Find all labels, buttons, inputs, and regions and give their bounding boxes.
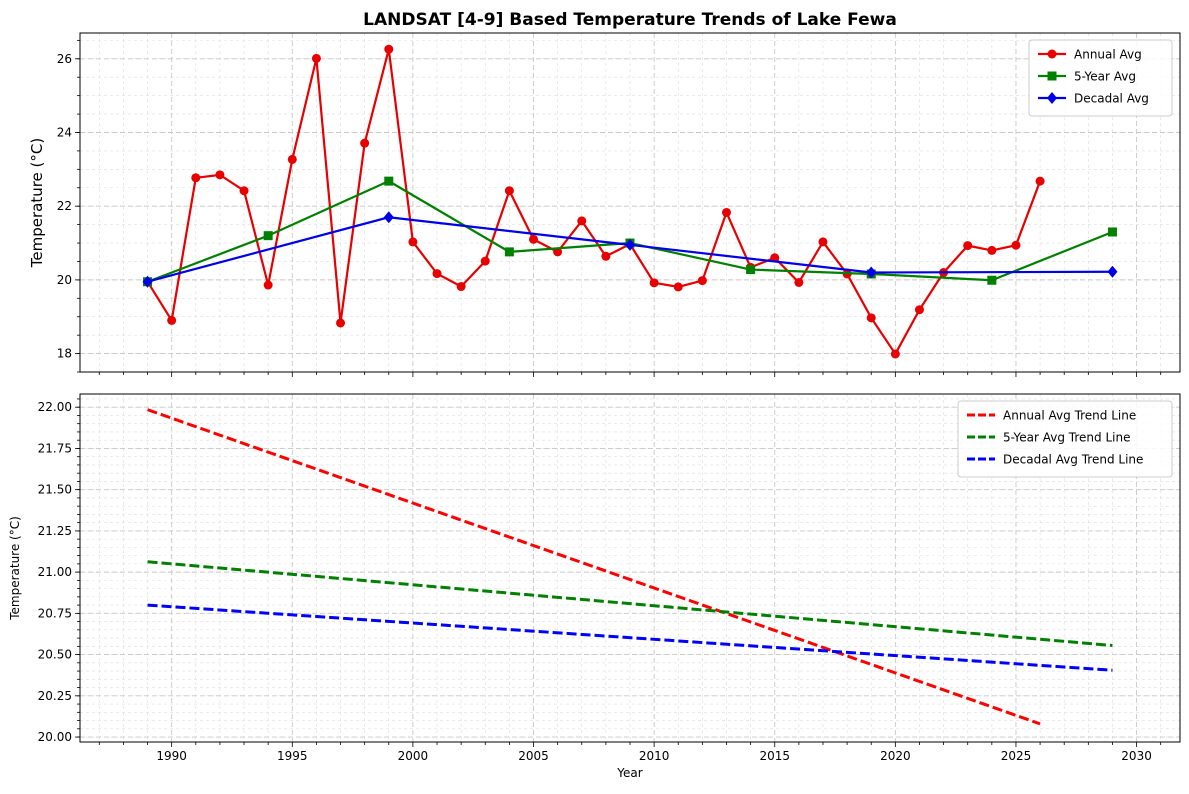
legend-marker [1047, 49, 1057, 59]
y-tick-label: 20.00 [38, 730, 72, 744]
x-tick-label: 2005 [518, 749, 549, 763]
data-point-annual-avg [263, 280, 273, 290]
data-point-annual-avg [167, 315, 177, 325]
data-point-decadal-avg [1107, 265, 1118, 278]
data-point-annual-avg [1035, 176, 1045, 186]
y-axis: 18 20 22 24 26 [57, 39, 80, 373]
data-point-annual-avg [553, 247, 563, 257]
data-point-annual-avg [215, 170, 225, 180]
data-point-5-year-avg [1107, 227, 1117, 237]
legend-marker [1047, 92, 1057, 104]
y-tick-label: 26 [57, 52, 72, 66]
data-point-decadal-avg [383, 211, 394, 224]
data-point-annual-avg [818, 237, 828, 247]
data-point-annual-avg [649, 278, 659, 288]
legend-marker [1047, 71, 1057, 81]
x-axis [98, 372, 1162, 377]
data-point-annual-avg [601, 251, 611, 261]
series-line-annual-avg-trend-line [147, 408, 1041, 726]
panel-1: 18 20 22 24 26 LANDSAT [4-9] Based Temperatur… [28, 10, 1181, 377]
legend-label: Decadal Avg Trend Line [1003, 453, 1143, 467]
data-point-annual-avg [456, 282, 466, 292]
data-point-annual-avg [191, 173, 201, 183]
y-tick-label: 21.50 [38, 483, 72, 497]
grid [80, 33, 1180, 373]
data-point-decadal-avg [625, 238, 635, 251]
y-tick-label: 21.75 [38, 441, 72, 455]
y-tick-label: 22 [57, 199, 72, 213]
data-point-annual-avg [577, 216, 587, 226]
legend: Annual Avg 5-Year Avg Decadal Avg [1028, 39, 1173, 117]
y-tick-label: 20.75 [38, 606, 72, 620]
legend-label: Annual Avg Trend Line [1003, 409, 1136, 423]
data-point-annual-avg [384, 44, 394, 54]
data-point-annual-avg [697, 276, 707, 286]
legend-label: 5-Year Avg [1074, 70, 1136, 84]
chart-title: LANDSAT [4-9] Based Temperature Trends o… [363, 10, 897, 30]
grid [80, 394, 1180, 742]
data-point-5-year-avg [384, 176, 394, 186]
x-tick-label: 2015 [759, 749, 790, 763]
legend-label: Decadal Avg [1074, 92, 1149, 106]
data-point-annual-avg [770, 253, 780, 263]
y-axis: 20.00 20.25 20.50 20.75 21.00 21.25 21.50 21.75… [38, 398, 80, 744]
series-line-decadal-avg-trend-line [147, 603, 1113, 672]
y-axis-label: Temperature (°C) [28, 138, 46, 268]
data-point-5-year-avg [263, 231, 273, 241]
y-tick-label: 20.25 [38, 689, 72, 703]
legend-box [957, 400, 1173, 478]
data-point-decadal-avg [142, 275, 153, 288]
data-point-annual-avg [866, 313, 876, 323]
x-tick-label: 2020 [880, 749, 911, 763]
series-group [142, 44, 1118, 359]
data-point-annual-avg [529, 234, 539, 244]
data-point-annual-avg [239, 186, 249, 196]
y-tick-label: 22.00 [38, 400, 72, 414]
data-point-annual-avg [480, 256, 490, 266]
legend-label: 5-Year Avg Trend Line [1003, 431, 1130, 445]
legend-label: Annual Avg [1074, 48, 1142, 62]
data-point-5-year-avg [987, 275, 997, 285]
legend: Annual Avg Trend Line 5-Year Avg Trend Li… [957, 400, 1173, 478]
y-axis-label: Temperature (°C) [8, 516, 22, 621]
data-point-annual-avg [890, 349, 900, 359]
y-tick-label: 24 [57, 125, 72, 139]
x-tick-label: 2025 [1001, 749, 1032, 763]
x-tick-label: 1990 [156, 749, 187, 763]
y-tick-label: 20.50 [38, 648, 72, 662]
data-point-annual-avg [673, 282, 683, 292]
series-group [147, 408, 1113, 726]
x-tick-label: 2010 [639, 749, 670, 763]
series-line-5-year-avg-trend-line [147, 560, 1113, 648]
panel-2: 1990 1995 2000 2005 2010 2015 2020 2025 2030 20.0… [8, 393, 1181, 780]
data-point-annual-avg [336, 318, 346, 328]
data-point-5-year-avg [746, 265, 756, 275]
x-tick-label: 2000 [398, 749, 429, 763]
data-point-annual-avg [408, 237, 418, 247]
data-point-annual-avg [432, 269, 442, 279]
x-tick-label: 2030 [1121, 749, 1152, 763]
data-point-annual-avg [794, 277, 804, 287]
data-point-decadal-avg [866, 266, 877, 279]
data-point-annual-avg [963, 241, 973, 251]
data-point-annual-avg [360, 138, 370, 148]
data-point-5-year-avg [504, 247, 514, 257]
y-tick-label: 21.25 [38, 524, 72, 538]
data-point-annual-avg [914, 305, 924, 315]
x-axis-label: Year [616, 766, 642, 780]
x-axis: 1990 1995 2000 2005 2010 2015 2020 2025 2030 [98, 742, 1162, 763]
series-line-annual-avg [146, 48, 1042, 356]
data-point-annual-avg [721, 207, 731, 217]
data-point-annual-avg [987, 245, 997, 255]
data-point-annual-avg [287, 154, 297, 164]
y-tick-label: 20 [57, 273, 72, 287]
y-tick-label: 18 [57, 347, 72, 361]
data-point-annual-avg [504, 186, 514, 196]
x-tick-label: 1995 [277, 749, 308, 763]
data-point-annual-avg [311, 53, 321, 63]
y-tick-label: 21.00 [38, 565, 72, 579]
data-point-annual-avg [1011, 240, 1021, 250]
